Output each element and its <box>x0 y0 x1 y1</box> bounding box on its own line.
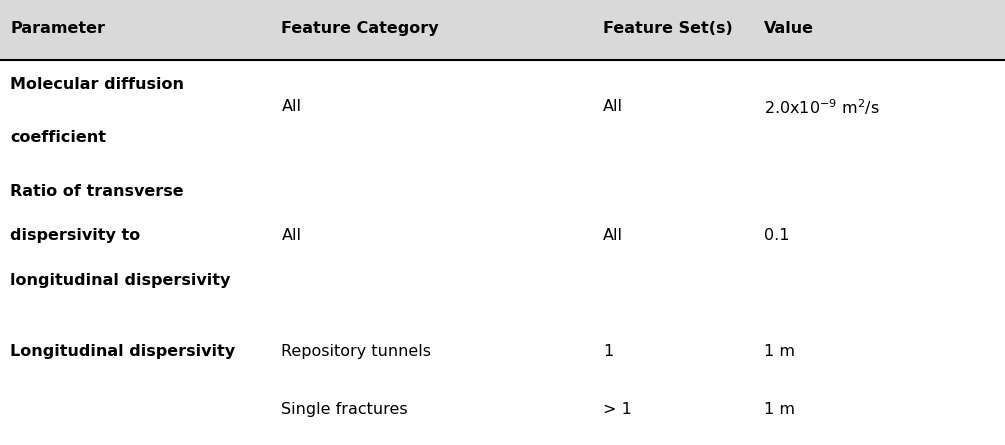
Text: longitudinal dispersivity: longitudinal dispersivity <box>10 273 230 288</box>
Text: 1 m: 1 m <box>764 402 795 417</box>
Text: dispersivity to: dispersivity to <box>10 228 141 243</box>
Text: Feature Category: Feature Category <box>281 21 439 36</box>
Text: Longitudinal dispersivity: Longitudinal dispersivity <box>10 344 235 359</box>
Text: All: All <box>281 228 302 243</box>
FancyBboxPatch shape <box>0 0 1005 59</box>
Text: 1: 1 <box>603 344 613 359</box>
Text: 1 m: 1 m <box>764 344 795 359</box>
Text: All: All <box>603 228 623 243</box>
Text: Feature Set(s): Feature Set(s) <box>603 21 733 36</box>
Text: 2.0x10$^{-9}$ m$^2$/s: 2.0x10$^{-9}$ m$^2$/s <box>764 97 879 117</box>
Text: > 1: > 1 <box>603 402 632 417</box>
Text: Repository tunnels: Repository tunnels <box>281 344 431 359</box>
Text: Molecular diffusion: Molecular diffusion <box>10 77 184 92</box>
Text: Parameter: Parameter <box>10 21 106 36</box>
Text: coefficient: coefficient <box>10 130 107 146</box>
Text: All: All <box>603 99 623 114</box>
Text: Ratio of transverse: Ratio of transverse <box>10 184 184 199</box>
Text: Value: Value <box>764 21 814 36</box>
Text: All: All <box>281 99 302 114</box>
Text: 0.1: 0.1 <box>764 228 789 243</box>
Text: Single fractures: Single fractures <box>281 402 408 417</box>
